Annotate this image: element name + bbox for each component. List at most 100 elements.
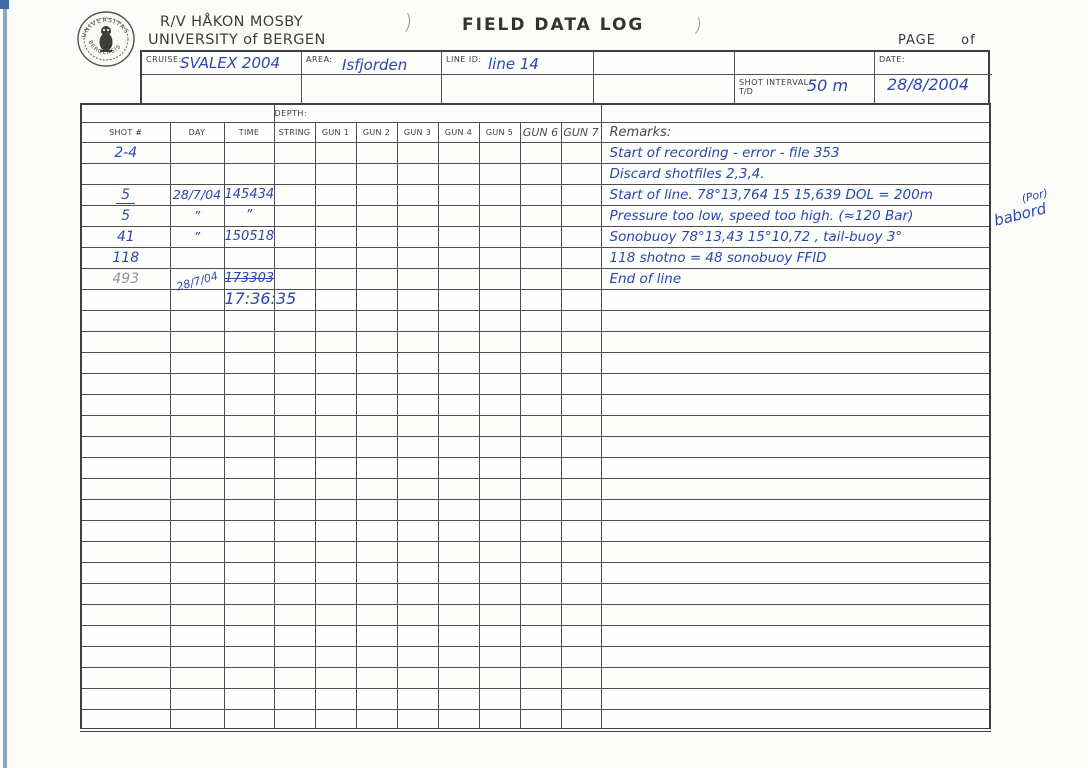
gun-depth-cell [314,540,357,563]
remarks-cell [600,309,991,332]
empty-form-cell [735,52,875,75]
seal-owl-icon [99,26,113,52]
shot-number-cell [80,309,171,332]
gun-depth-cell [396,708,439,731]
header-spacer-cell [600,103,991,123]
gun-depth-cell [560,351,602,374]
gun-depth-cell [314,225,357,248]
gun-depth-cell [478,330,521,353]
gun-depth-cell [478,393,521,416]
column-header-gun-5: GUN 5 [478,121,521,143]
gun-depth-cell [314,414,357,437]
day-cell [169,582,225,605]
remarks-cell [600,519,991,542]
gun-depth-cell [437,204,480,227]
remarks-cell [600,351,991,374]
time-cell [223,309,275,332]
time-cell [223,603,275,626]
gun-depth-cell [437,666,480,689]
gun-depth-cell [396,351,439,374]
gun-depth-cell [273,246,316,269]
gun-depth-cell [519,267,562,290]
shot-number-cell [80,435,171,458]
gun-depth-cell [314,582,357,605]
day-cell [169,456,225,479]
gun-depth-cell [314,393,357,416]
shot-number-cell: 493 [80,267,171,290]
column-header-handwritten-gun-6: GUN 6 [519,121,562,143]
gun-depth-cell [314,477,357,500]
log-row [80,687,991,710]
shot-number-cell [80,288,171,311]
shot-number-cell [80,498,171,521]
shot-interval-sub-label: T/D [739,87,753,96]
remarks-cell: End of line [600,267,991,290]
shot-number-cell [80,351,171,374]
log-row [80,372,991,395]
log-row: 2-4 Start of recording - error - file 353 [80,141,991,164]
day-cell: 28/7/04 [169,183,225,206]
log-row [80,582,991,605]
gun-depth-cell [519,162,562,185]
gun-depth-cell [437,708,480,731]
log-row [80,603,991,626]
gun-depth-cell [560,393,602,416]
day-cell [169,603,225,626]
empty-form-cell [442,75,594,105]
field-data-log-table: DEPTH: SHOT # DAY TIME STRING GUN 1 GUN 2 GUN 3… [80,103,992,732]
date-value: 28/8/2004 [887,75,970,94]
day-cell [169,141,225,164]
shot-number-cell [80,393,171,416]
day-cell [169,246,225,269]
handwritten-time: ” [245,208,253,223]
gun-depth-cell [437,288,480,311]
gun-depth-cell [396,204,439,227]
gun-depth-cell [519,246,562,269]
gun-depth-cell [273,225,316,248]
gun-depth-cell [478,246,521,269]
remarks-cell [600,603,991,626]
gun-depth-cell [355,183,398,206]
gun-depth-cell [314,372,357,395]
gun-depth-cell [314,183,357,206]
margin-note: (Por) babord [989,186,1053,230]
gun-depth-cell [396,309,439,332]
margin-note-line2: babord [992,199,1049,230]
gun-depth-cell [314,666,357,689]
gun-depth-cell [314,141,357,164]
gun-depth-cell [355,687,398,710]
handwritten-day: ” [193,229,201,244]
gun-depth-cell [273,204,316,227]
shot-number-cell [80,330,171,353]
handwritten-shot-number: 118 [112,249,140,266]
remarks-cell [600,288,991,311]
log-row [80,414,991,437]
line-id-field: LINE ID: line 14 [442,52,594,75]
gun-depth-cell [478,624,521,647]
time-cell: ” [223,204,275,227]
gun-depth-cell [396,246,439,269]
gun-depth-cell [355,330,398,353]
gun-depth-cell [355,246,398,269]
time-cell [223,351,275,374]
date-label: DATE: [879,55,906,64]
gun-depth-cell [437,393,480,416]
gun-depth-cell [560,687,602,710]
page-title: FIELD DATA LOG [462,15,645,35]
log-row [80,561,991,584]
gun-depth-cell [437,561,480,584]
gun-depth-cell [560,708,602,731]
gun-depth-cell [519,645,562,668]
log-row [80,519,991,542]
shot-number-cell [80,372,171,395]
gun-depth-cell [437,645,480,668]
gun-depth-cell [396,603,439,626]
gun-depth-cell [560,225,602,248]
remarks-cell: Start of recording - error - file 353 [600,141,991,164]
gun-depth-cell [273,603,316,626]
day-cell [169,162,225,185]
gun-depth-cell [355,519,398,542]
time-cell [223,372,275,395]
column-header-shot-: SHOT # [80,121,171,143]
gun-depth-cell [519,666,562,689]
